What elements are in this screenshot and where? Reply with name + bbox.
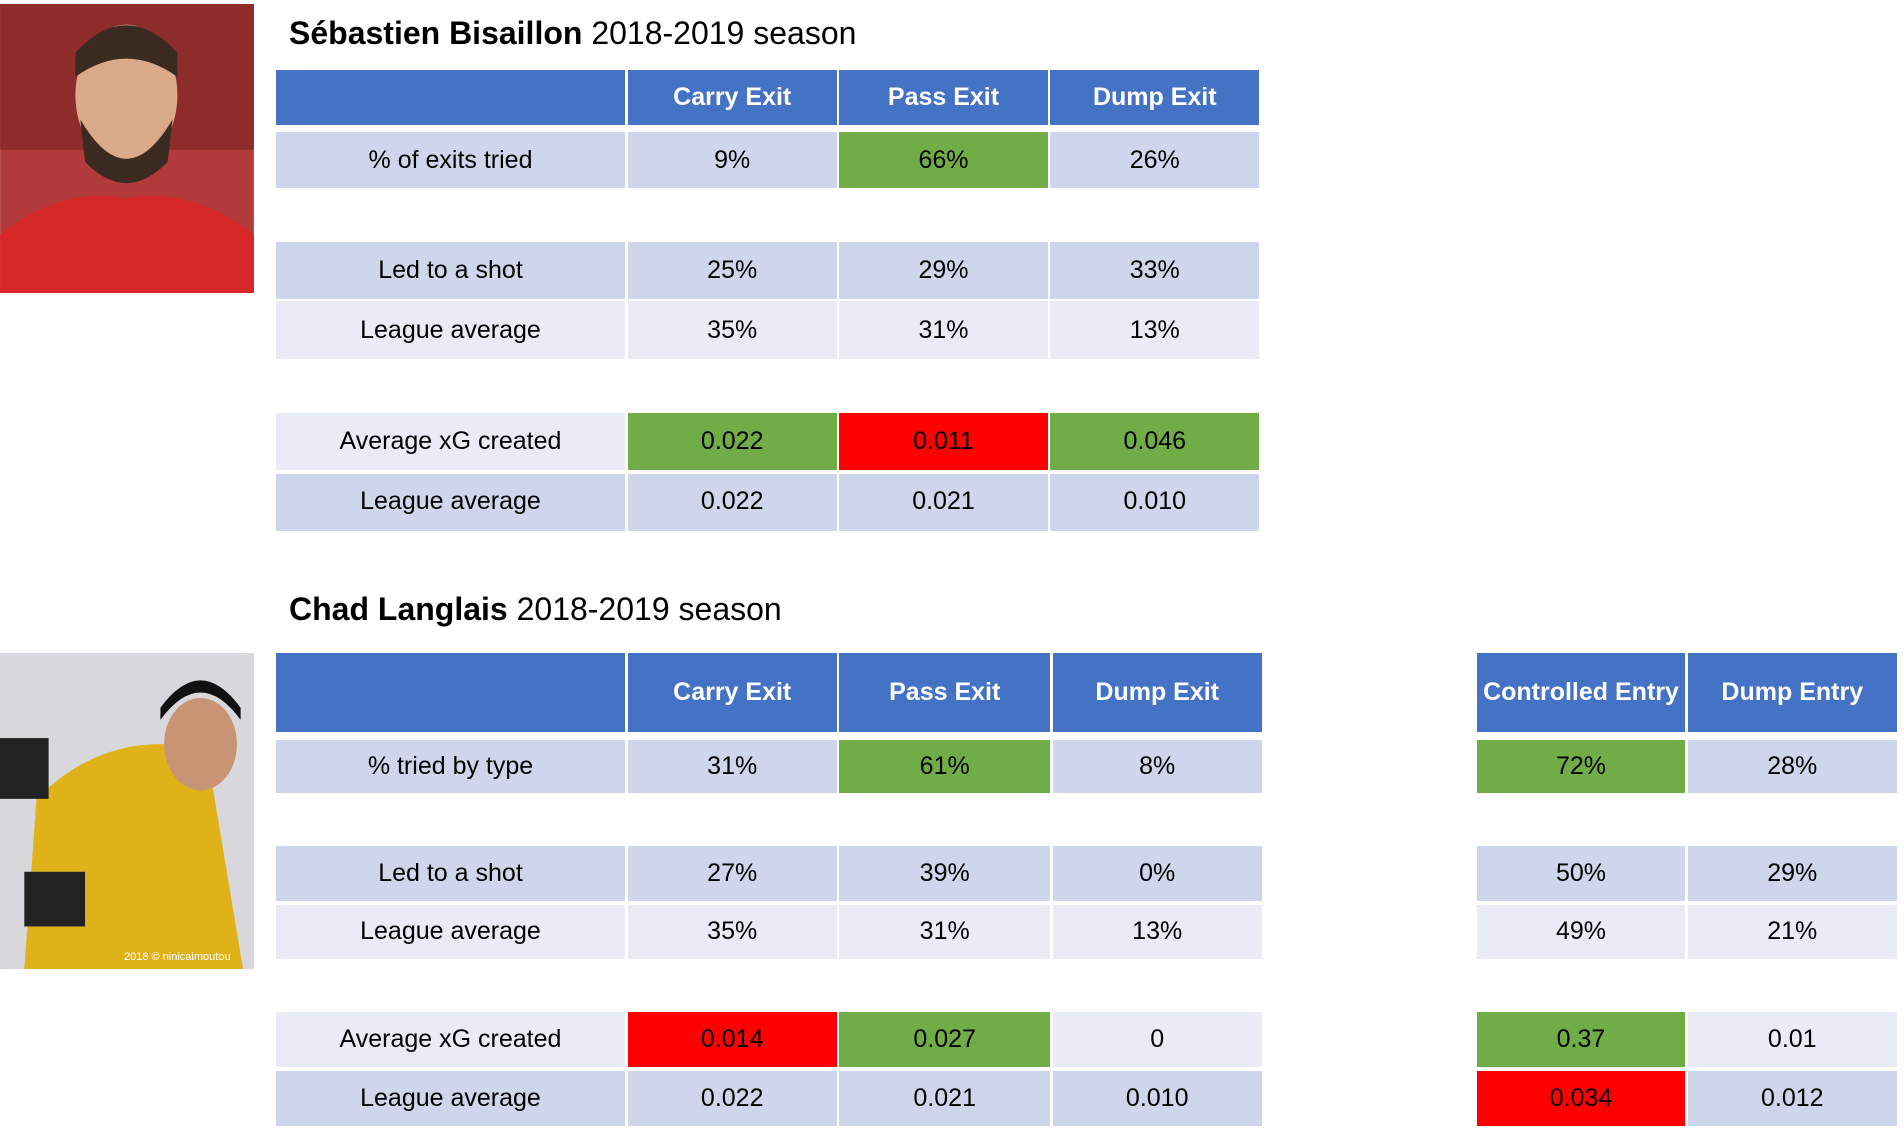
row-label: Led to a shot [275,846,626,901]
table-cell: 25% [627,241,837,299]
row-label: Average xG created [275,1011,626,1068]
text: 2018-2019 season [516,591,782,628]
table-cell: 0.37 [1476,1011,1686,1068]
table-cell: 50% [1476,846,1686,901]
player-title: Chad Langlais 2018-2019 season [289,591,782,628]
row-label: League average [275,473,626,531]
table-cell: 35% [627,904,837,960]
column-header: Carry Exit [627,653,837,733]
photo-credit: 2018 © ninicaimoutou [124,951,231,963]
table-cell: 39% [839,846,1051,901]
table-cell: 0.022 [627,1071,837,1126]
column-header: Carry Exit [627,70,837,126]
column-header: Dump Entry [1687,653,1897,733]
player-title: Sébastien Bisaillon 2018-2019 season [289,15,856,52]
table-cell: 72% [1476,739,1686,793]
table-cell: 9% [627,132,837,189]
table-cell: 29% [839,241,1048,299]
table-cell: 49% [1476,904,1686,960]
table-cell: 35% [627,301,837,360]
row-label: % of exits tried [275,132,626,189]
table-cell: 61% [839,739,1051,793]
table-cell: 33% [1050,241,1260,299]
column-header: Controlled Entry [1476,653,1686,733]
table-cell: 8% [1052,739,1262,793]
table-cell: 0.012 [1687,1071,1897,1126]
table-cell: 0.046 [1050,412,1260,470]
table-cell: 0.034 [1476,1071,1686,1126]
text: Sébastien Bisaillon [289,14,583,51]
table-cell: 0.011 [839,412,1048,470]
row-label: Led to a shot [275,241,626,299]
player-photo [0,653,254,969]
table-cell: 0.021 [839,1071,1051,1126]
column-header: Dump Exit [1052,653,1262,733]
column-header: Pass Exit [839,653,1051,733]
header-cell [275,653,626,733]
table-cell: 0 [1052,1011,1262,1068]
text: Chad Langlais [289,591,508,628]
table-cell: 31% [839,301,1048,360]
column-header: Dump Exit [1050,70,1260,126]
table-cell: 13% [1052,904,1262,960]
table-cell: 31% [839,904,1051,960]
table-cell: 13% [1050,301,1260,360]
table-cell: 0.010 [1052,1071,1262,1126]
table-cell: 26% [1050,132,1260,189]
header-cell [275,70,626,126]
table-cell: 66% [839,132,1048,189]
table-cell: 28% [1687,739,1897,793]
table-cell: 0.022 [627,473,837,531]
player-photo [0,4,254,293]
row-label: League average [275,1071,626,1126]
table-cell: 0.010 [1050,473,1260,531]
table-cell: 0.014 [627,1011,837,1068]
column-header: Pass Exit [839,70,1048,126]
row-label: League average [275,904,626,960]
table-cell: 27% [627,846,837,901]
table-cell: 31% [627,739,837,793]
table-cell: 0% [1052,846,1262,901]
text: 2018-2019 season [591,14,857,51]
table-cell: 0.01 [1687,1011,1897,1068]
table-cell: 0.022 [627,412,837,470]
table-cell: 0.027 [839,1011,1051,1068]
row-label: Average xG created [275,412,626,470]
row-label: % tried by type [275,739,626,793]
table-cell: 29% [1687,846,1897,901]
row-label: League average [275,301,626,360]
table-cell: 0.021 [839,473,1048,531]
table-cell: 21% [1687,904,1897,960]
